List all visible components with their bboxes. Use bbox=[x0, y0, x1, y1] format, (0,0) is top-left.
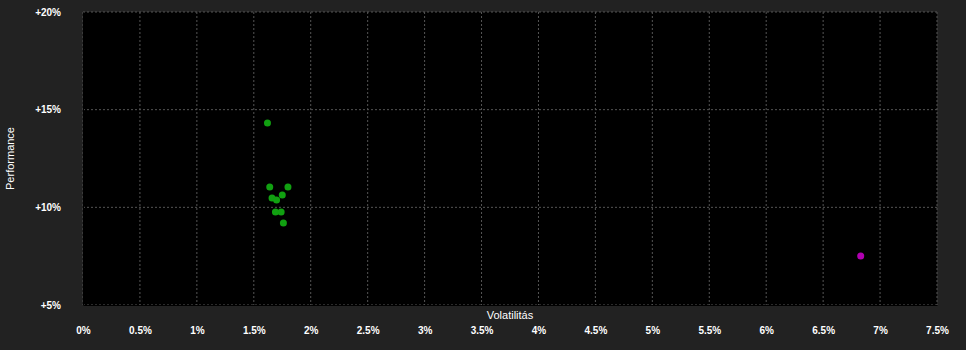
x-axis-title: Volatilitás bbox=[487, 309, 534, 321]
tick-label: 1.5% bbox=[243, 325, 266, 336]
grid-line-x bbox=[709, 12, 710, 305]
tick: +10% bbox=[35, 202, 83, 213]
grid-line-x bbox=[83, 12, 84, 305]
tick: 4% bbox=[532, 305, 547, 336]
point bbox=[266, 184, 273, 191]
grid-line-x bbox=[937, 12, 938, 305]
tick-label: 5% bbox=[646, 325, 661, 336]
tick: +5% bbox=[41, 300, 83, 311]
axis-line bbox=[84, 305, 938, 306]
grid-line-x bbox=[196, 12, 197, 305]
tick: 4.5% bbox=[585, 305, 608, 336]
point bbox=[857, 252, 864, 259]
tick-label: 4.5% bbox=[585, 325, 608, 336]
tick: 2% bbox=[304, 305, 319, 336]
tick-label: 3% bbox=[418, 325, 433, 336]
tick: 0.5% bbox=[129, 305, 152, 336]
tick: 6.5% bbox=[812, 305, 835, 336]
tick: 5% bbox=[646, 305, 661, 336]
point bbox=[278, 209, 285, 216]
tick-label: 5.5% bbox=[698, 325, 721, 336]
grid-line-x bbox=[823, 12, 824, 305]
points bbox=[264, 119, 864, 259]
plot: 0% 0.5% 1% 1.5% 2% 2.5% 3% 3.5% 4% 4.5% 5% 5.5% 6% 6.… bbox=[35, 7, 949, 336]
chart: 0% 0.5% 1% 1.5% 2% 2.5% 3% 3.5% 4% 4.5% 5% 5.5% 6% 6.… bbox=[0, 0, 966, 350]
grid-line-x bbox=[652, 12, 653, 305]
grid-line-y bbox=[83, 12, 937, 13]
plot-background bbox=[83, 12, 937, 305]
tick-label: 0.5% bbox=[129, 325, 152, 336]
tick-label: 2.5% bbox=[357, 325, 380, 336]
grid-line-x bbox=[766, 12, 767, 305]
y-axis-title: Performance bbox=[4, 127, 16, 190]
tick-label: 0% bbox=[76, 325, 91, 336]
axis-line bbox=[83, 13, 84, 306]
tick: 1% bbox=[190, 305, 205, 336]
grid-line-x bbox=[367, 12, 368, 305]
grid-line-x bbox=[595, 12, 596, 305]
tick: 7.5% bbox=[926, 305, 949, 336]
grid-line-y bbox=[83, 109, 937, 110]
tick: 6% bbox=[759, 305, 774, 336]
grid bbox=[83, 12, 937, 305]
tick: 7% bbox=[873, 305, 888, 336]
tick-label: +10% bbox=[35, 202, 61, 213]
tick: +15% bbox=[35, 104, 83, 115]
grid-line-x bbox=[538, 12, 539, 305]
tick-label: +5% bbox=[41, 300, 61, 311]
y-axis: +5% +10% +15% +20% bbox=[35, 7, 83, 311]
tick: 0% bbox=[76, 305, 91, 336]
grid-line-x bbox=[310, 12, 311, 305]
tick: +20% bbox=[35, 7, 83, 18]
point bbox=[273, 197, 280, 204]
x-axis: 0% 0.5% 1% 1.5% 2% 2.5% 3% 3.5% 4% 4.5% 5% 5.5% 6% 6.… bbox=[76, 305, 949, 336]
grid-line-x bbox=[139, 12, 140, 305]
point bbox=[284, 184, 291, 191]
point bbox=[280, 219, 287, 226]
tick-label: +20% bbox=[35, 7, 61, 18]
tick-label: 1% bbox=[190, 325, 205, 336]
tick-label: 7% bbox=[873, 325, 888, 336]
grid-line-x bbox=[424, 12, 425, 305]
grid-line-x bbox=[481, 12, 482, 305]
grid-line-x bbox=[880, 12, 881, 305]
tick-label: 4% bbox=[532, 325, 547, 336]
tick-label: 6.5% bbox=[812, 325, 835, 336]
tick: 5.5% bbox=[698, 305, 721, 336]
grid-line-x bbox=[253, 12, 254, 305]
grid-line-y bbox=[83, 207, 937, 208]
point bbox=[279, 192, 286, 199]
tick: 2.5% bbox=[357, 305, 380, 336]
tick: 1.5% bbox=[243, 305, 266, 336]
point bbox=[264, 119, 271, 126]
tick: 3% bbox=[418, 305, 433, 336]
tick-label: +15% bbox=[35, 104, 61, 115]
tick-label: 7.5% bbox=[926, 325, 949, 336]
tick-label: 3.5% bbox=[471, 325, 494, 336]
tick-label: 2% bbox=[304, 325, 319, 336]
grid-line-y bbox=[83, 305, 937, 306]
tick-label: 6% bbox=[759, 325, 774, 336]
